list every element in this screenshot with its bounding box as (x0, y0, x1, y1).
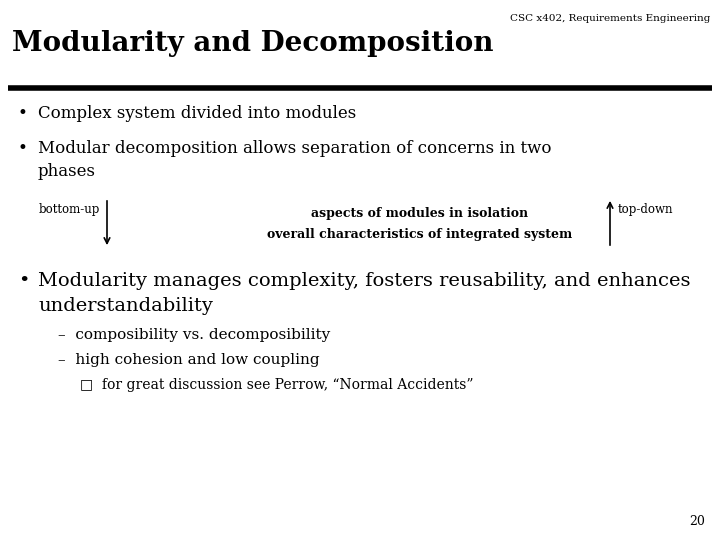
Text: 20: 20 (689, 515, 705, 528)
Text: –  high cohesion and low coupling: – high cohesion and low coupling (58, 353, 320, 367)
Text: Modular decomposition allows separation of concerns in two: Modular decomposition allows separation … (38, 140, 552, 157)
Text: top-down: top-down (618, 204, 673, 217)
Text: •: • (18, 272, 30, 290)
Text: •: • (18, 140, 28, 157)
Text: aspects of modules in isolation: aspects of modules in isolation (312, 207, 528, 220)
Text: Complex system divided into modules: Complex system divided into modules (38, 105, 356, 122)
Text: bottom-up: bottom-up (39, 204, 100, 217)
Text: overall characteristics of integrated system: overall characteristics of integrated sy… (267, 228, 572, 241)
Text: understandability: understandability (38, 297, 213, 315)
Text: •: • (18, 105, 28, 122)
Text: Modularity and Decomposition: Modularity and Decomposition (12, 30, 493, 57)
Text: Modularity manages complexity, fosters reusability, and enhances: Modularity manages complexity, fosters r… (38, 272, 690, 290)
Text: –  composibility vs. decomposibility: – composibility vs. decomposibility (58, 328, 330, 342)
Text: □  for great discussion see Perrow, “Normal Accidents”: □ for great discussion see Perrow, “Norm… (80, 378, 474, 392)
Text: phases: phases (38, 163, 96, 180)
Text: CSC x402, Requirements Engineering: CSC x402, Requirements Engineering (510, 14, 710, 23)
